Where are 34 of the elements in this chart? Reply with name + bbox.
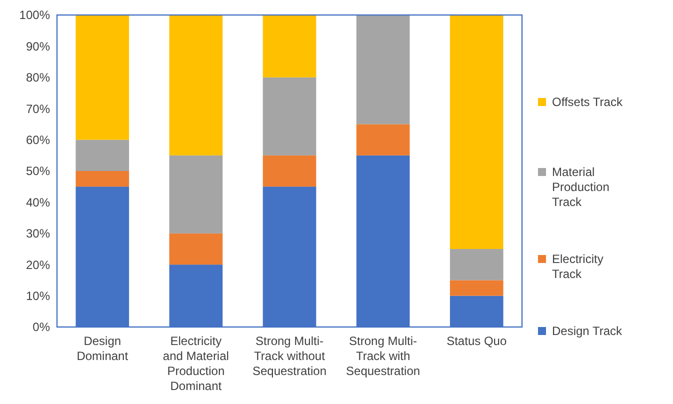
- bar: [262, 77, 316, 156]
- y-tick-label: 30%: [26, 226, 50, 241]
- x-tick-label: Strong Multi-Track without Sequestration: [252, 334, 327, 378]
- y-tick-label: 50%: [26, 164, 50, 178]
- legend-label: Electricity Track: [552, 252, 604, 282]
- bar: [76, 15, 130, 140]
- bar: [169, 155, 223, 234]
- x-tick-label: Strong Multi-Track with Sequestration: [346, 334, 420, 378]
- bar: [356, 124, 410, 156]
- bar: [356, 15, 410, 124]
- bar: [450, 15, 504, 249]
- legend-label: Offsets Track: [552, 95, 624, 110]
- y-tick-label: 60%: [26, 133, 50, 147]
- bar: [169, 233, 223, 265]
- bar: [262, 15, 316, 78]
- y-tick-label: 0%: [32, 320, 50, 334]
- y-tick-label: 20%: [26, 258, 50, 272]
- x-tick-label: Status Quo: [446, 334, 507, 348]
- bar: [76, 140, 130, 171]
- bar: [450, 249, 504, 280]
- y-tick-label: 40%: [26, 195, 50, 210]
- legend-label: Design Track: [552, 324, 624, 338]
- y-tick-label: 10%: [26, 289, 50, 303]
- y-tick-label: 70%: [26, 102, 50, 116]
- y-tick-label: 90%: [26, 39, 50, 54]
- x-tick-label: Electricity and Material Production Dominant: [162, 334, 229, 393]
- legend-label: Material Production Track: [552, 165, 610, 210]
- bar: [76, 171, 130, 187]
- x-tick-label: Design Dominant: [76, 334, 129, 363]
- y-tick-label: 80%: [26, 70, 50, 85]
- bar: [262, 155, 316, 187]
- y-tick-label: 100%: [19, 8, 50, 22]
- bar: [169, 15, 223, 156]
- bar: [450, 280, 504, 296]
